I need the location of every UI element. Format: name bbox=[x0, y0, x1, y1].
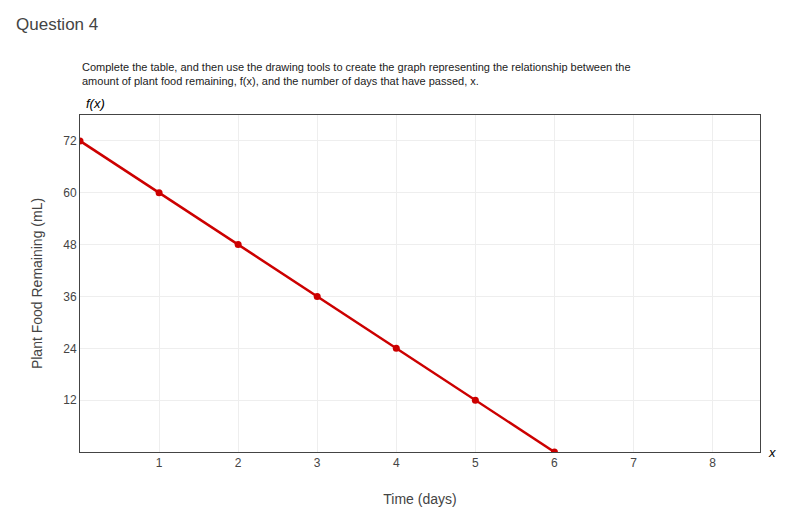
svg-text:Complete the table, and then u: Complete the table, and then use the dra… bbox=[82, 61, 631, 87]
svg-text:2: 2 bbox=[235, 456, 242, 470]
svg-text:24: 24 bbox=[63, 342, 77, 356]
svg-text:12: 12 bbox=[63, 393, 77, 407]
svg-text:72: 72 bbox=[63, 134, 77, 148]
svg-text:1: 1 bbox=[156, 456, 163, 470]
svg-text:36: 36 bbox=[63, 290, 77, 304]
svg-text:3: 3 bbox=[314, 456, 321, 470]
svg-text:Plant Food Remaining (mL): Plant Food Remaining (mL) bbox=[29, 198, 45, 369]
svg-text:48: 48 bbox=[63, 238, 77, 252]
svg-text:4: 4 bbox=[393, 456, 400, 470]
svg-text:Time (days): Time (days) bbox=[383, 491, 456, 507]
svg-text:Question 4: Question 4 bbox=[16, 15, 98, 34]
svg-text:f(x): f(x) bbox=[86, 96, 105, 111]
svg-text:7: 7 bbox=[630, 456, 637, 470]
svg-text:60: 60 bbox=[63, 186, 77, 200]
svg-text:5: 5 bbox=[472, 456, 479, 470]
svg-text:6: 6 bbox=[551, 456, 558, 470]
svg-text:8: 8 bbox=[709, 456, 716, 470]
svg-text:x: x bbox=[768, 445, 776, 460]
